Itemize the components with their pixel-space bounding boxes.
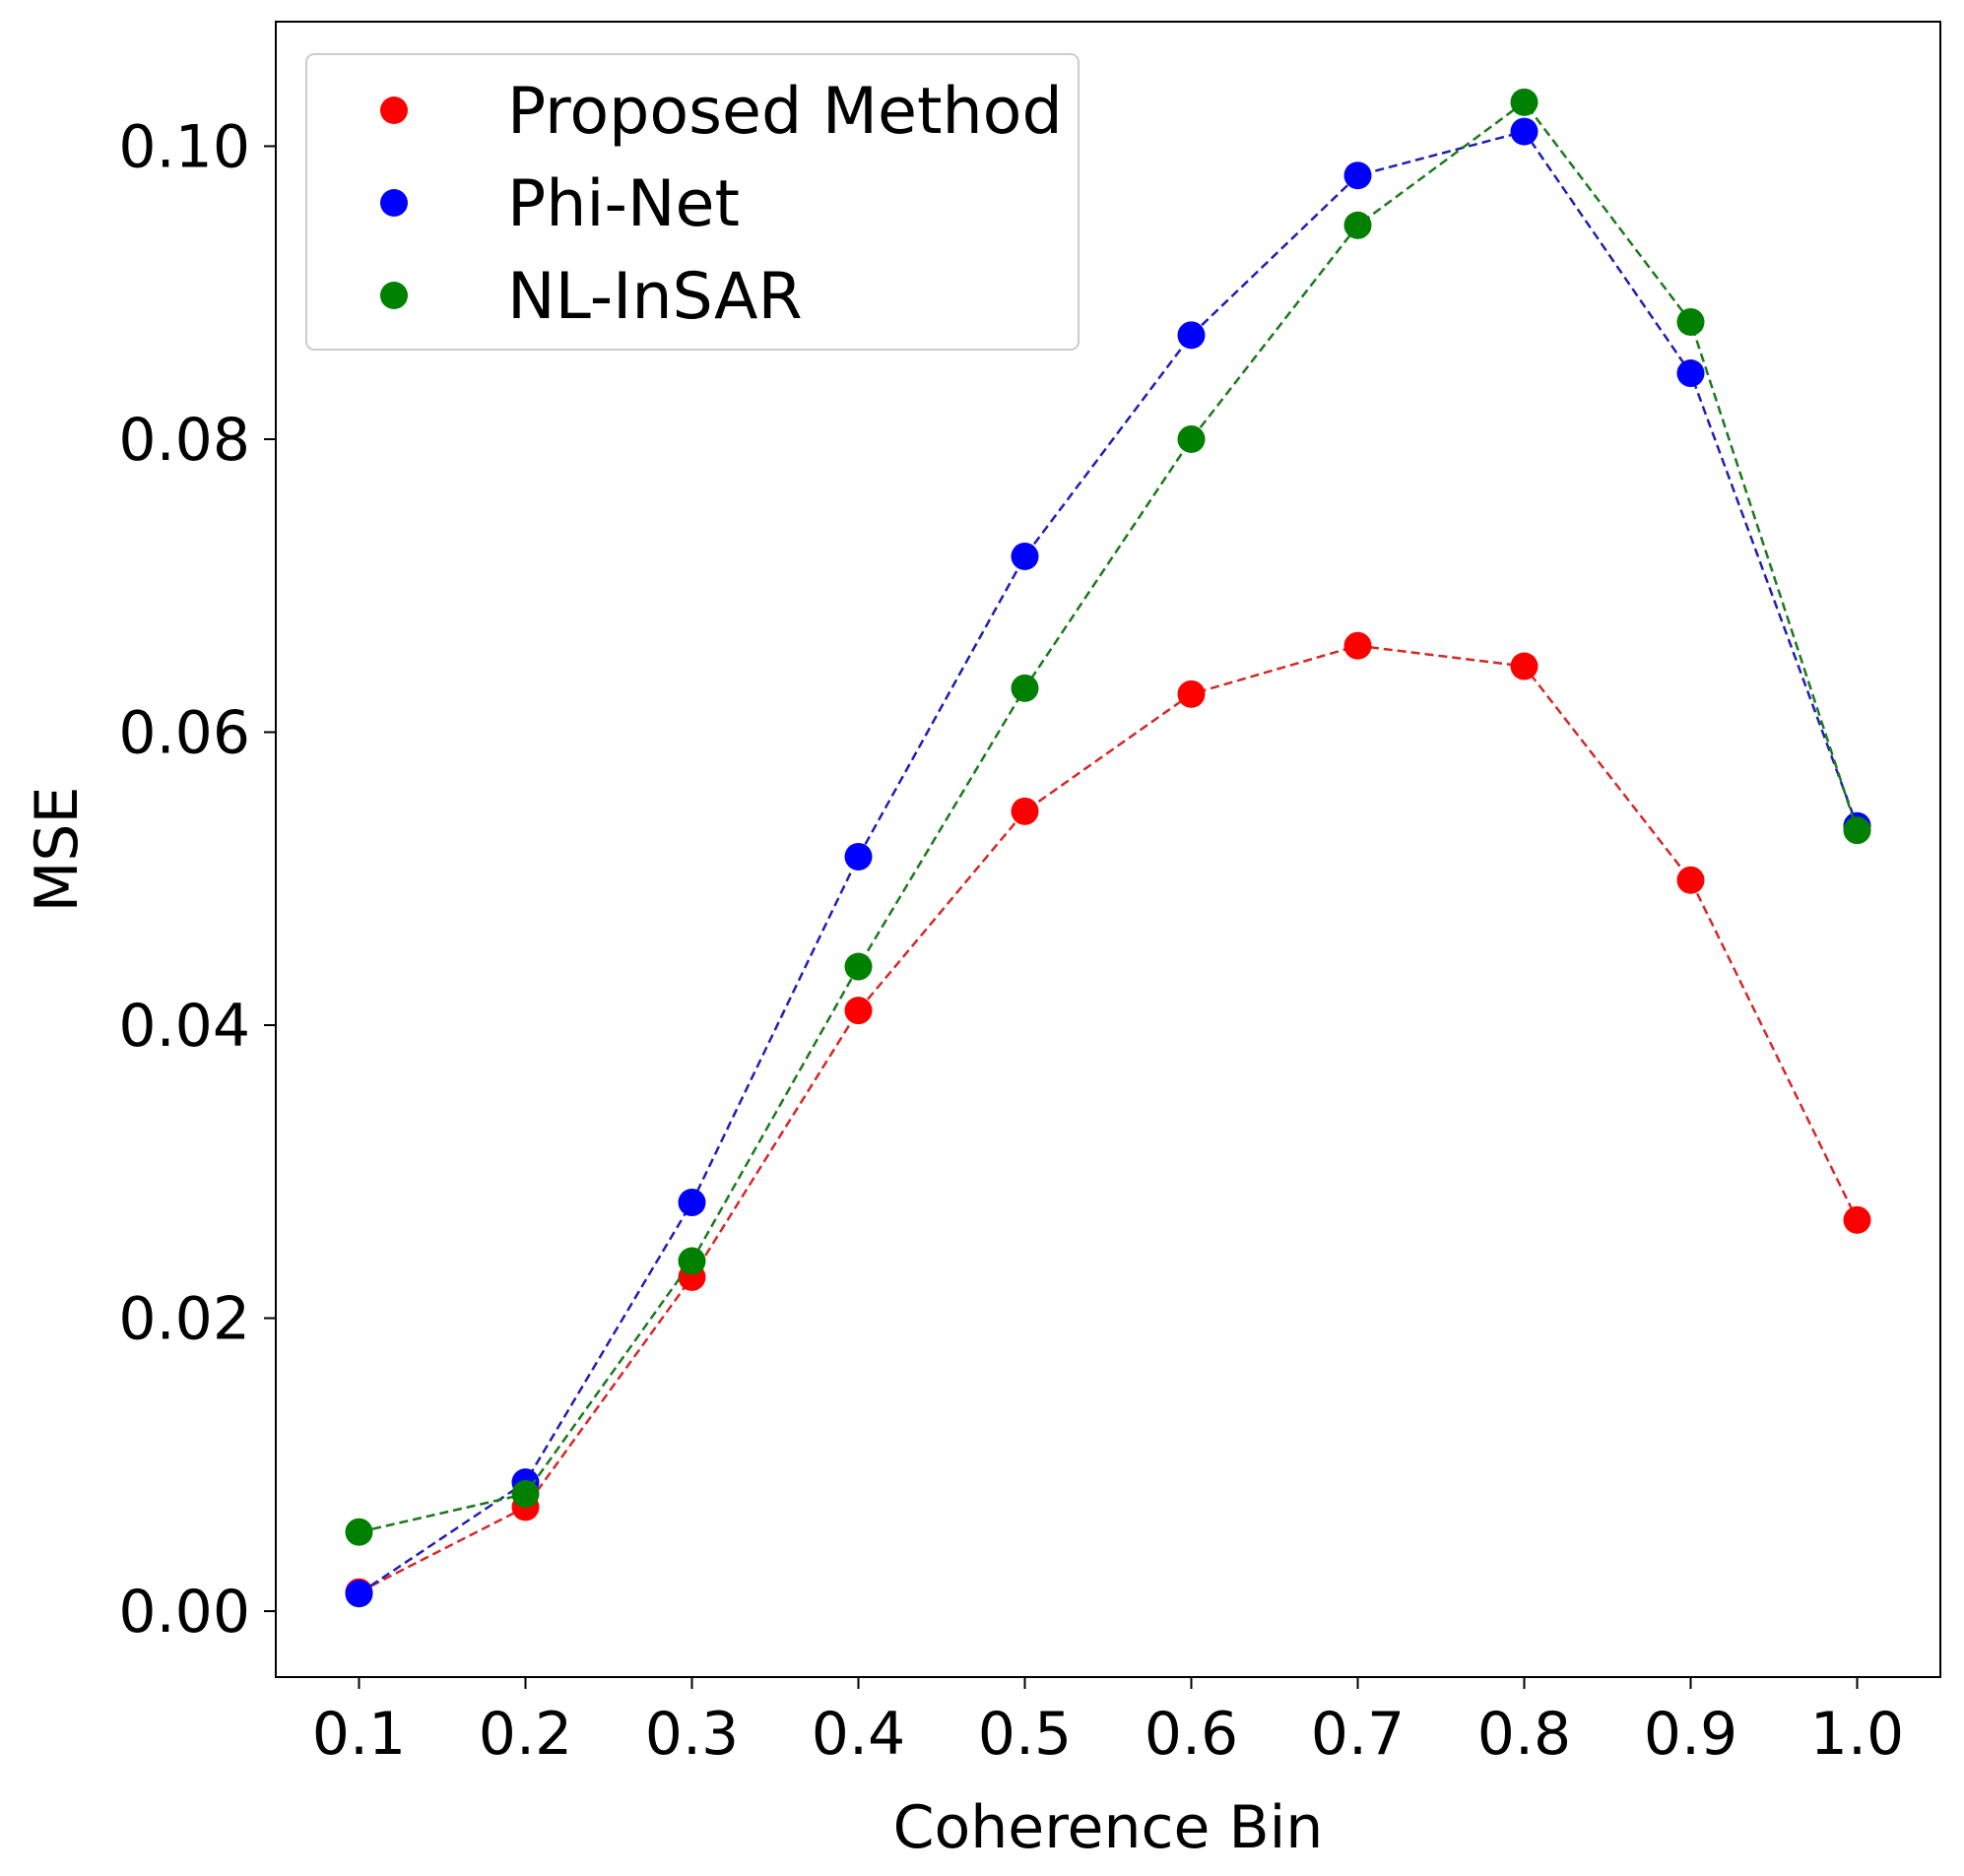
series-layer — [345, 88, 1871, 1608]
data-point — [678, 1247, 706, 1275]
series-line — [358, 644, 1859, 1593]
x-tick-label: 0.1 — [312, 1700, 406, 1769]
x-tick-label: 0.9 — [1644, 1700, 1737, 1769]
data-point — [1177, 321, 1206, 350]
data-point — [1343, 162, 1372, 190]
data-point — [1843, 816, 1871, 845]
y-axis: 0.00 0.02 0.04 0.06 0.08 0.10 — [118, 112, 276, 1647]
data-point — [1843, 1205, 1871, 1234]
y-tick-label: 0.06 — [118, 698, 250, 767]
legend-label: Proposed Method — [507, 75, 1063, 149]
legend-marker — [380, 282, 408, 309]
legend-label: NL-InSAR — [507, 260, 803, 334]
y-tick-label: 0.00 — [118, 1578, 250, 1647]
data-point — [1343, 631, 1372, 660]
x-tick-label: 0.8 — [1477, 1700, 1571, 1769]
legend-box — [305, 53, 1080, 351]
data-point — [1676, 359, 1705, 388]
data-point — [678, 1189, 706, 1217]
y-tick-label: 0.10 — [118, 112, 250, 181]
data-point — [1343, 211, 1372, 239]
legend: Proposed Method Phi-Net NL-InSAR — [305, 53, 1080, 351]
series-line — [358, 130, 1859, 1595]
data-point — [1510, 88, 1538, 116]
series-phi-net — [345, 117, 1871, 1608]
y-tick-label: 0.02 — [118, 1285, 250, 1354]
data-point — [1510, 117, 1538, 146]
y-axis-label: MSE — [23, 787, 92, 913]
y-tick-label: 0.08 — [118, 406, 250, 475]
x-tick-label: 0.7 — [1311, 1700, 1405, 1769]
series-nl-insar — [345, 88, 1871, 1546]
data-point — [345, 1580, 373, 1608]
series-line — [359, 100, 1859, 1533]
x-tick-label: 0.2 — [479, 1700, 572, 1769]
y-tick-label: 0.04 — [118, 992, 250, 1061]
data-point — [844, 952, 873, 981]
data-point — [1177, 424, 1206, 453]
plot-frame — [275, 21, 1941, 1678]
x-tick-label: 1.0 — [1810, 1700, 1904, 1769]
x-axis-label: Coherence Bin — [893, 1793, 1324, 1862]
x-tick-label: 0.6 — [1145, 1700, 1238, 1769]
legend-marker — [380, 189, 408, 217]
data-point — [1011, 674, 1039, 702]
x-axis: 0.1 0.2 0.3 0.4 0.5 0.6 0.7 0.8 0.9 1.0 — [312, 1677, 1904, 1769]
data-point — [844, 842, 873, 871]
legend-label: Phi-Net — [507, 167, 740, 241]
x-tick-label: 0.5 — [978, 1700, 1072, 1769]
data-point — [1676, 307, 1705, 336]
data-point — [1011, 797, 1039, 825]
data-point — [1676, 866, 1705, 894]
data-point — [511, 1480, 540, 1509]
data-point — [1177, 679, 1206, 708]
x-tick-label: 0.4 — [812, 1700, 905, 1769]
x-tick-label: 0.3 — [645, 1700, 739, 1769]
data-point — [844, 997, 873, 1025]
data-point — [1510, 652, 1538, 680]
data-point — [345, 1518, 373, 1546]
data-point — [1011, 542, 1039, 570]
legend-marker — [380, 97, 408, 124]
